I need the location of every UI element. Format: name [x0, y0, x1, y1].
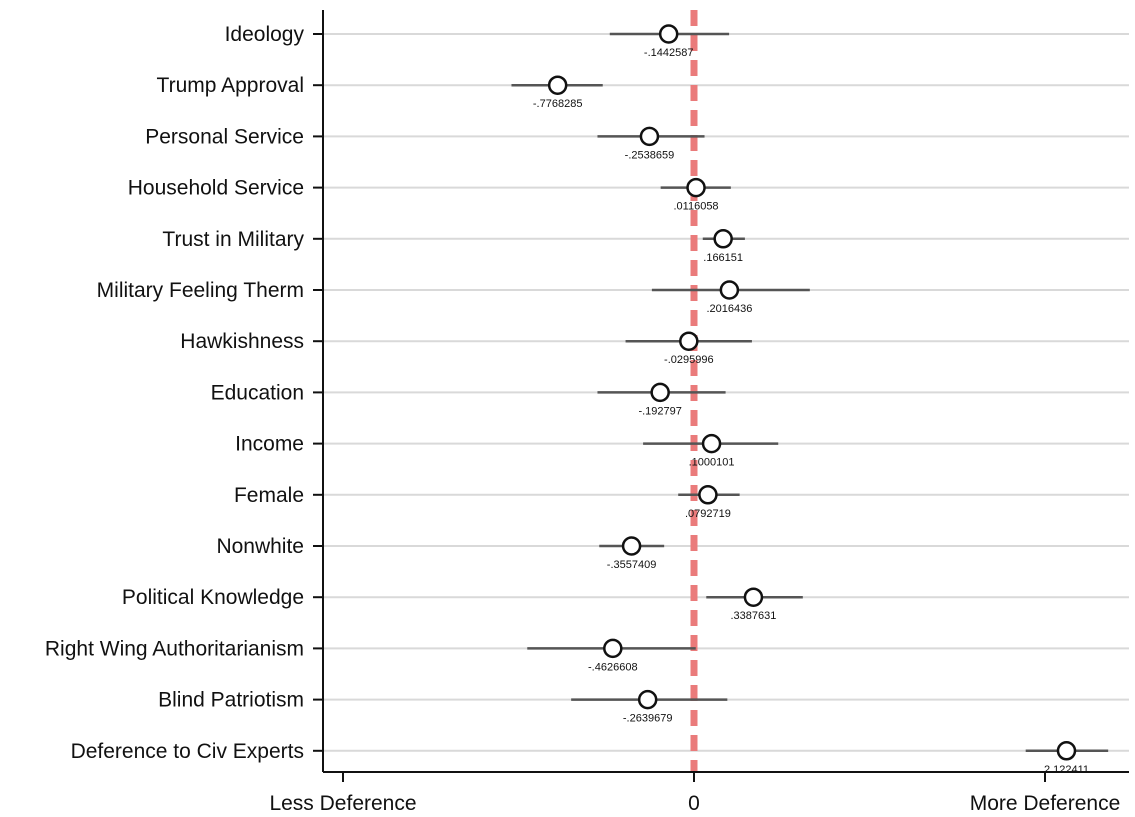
x-tick-label: Less Deference: [269, 792, 416, 815]
category-label: Right Wing Authoritarianism: [45, 637, 304, 660]
estimate-label: .0792719: [685, 508, 731, 520]
estimate-label: -.0295996: [664, 354, 714, 366]
estimate-label: .2016436: [706, 303, 752, 315]
category-label: Military Feeling Therm: [97, 279, 304, 302]
estimate-marker: [547, 75, 568, 95]
category-label: Income: [235, 433, 304, 456]
estimate-marker: [621, 536, 642, 556]
category-label: Blind Patriotism: [158, 689, 304, 712]
estimate-marker: [1056, 741, 1077, 761]
estimate-marker: [713, 229, 733, 249]
estimate-marker: [637, 689, 658, 710]
y-axis-labels: Ideology Trump Approval Personal Service Ho…: [45, 23, 305, 763]
category-label: Trump Approval: [157, 74, 304, 97]
estimate-marker: [650, 382, 670, 403]
category-label: Trust in Military: [162, 228, 304, 251]
category-label: Education: [211, 381, 304, 404]
estimate-marker: [639, 126, 660, 147]
estimate-marker: [658, 24, 679, 44]
estimate-label: -.1442587: [644, 47, 694, 59]
x-axis-ticks: Less Deference 0 More Deference: [269, 772, 1120, 815]
estimate-marker: [698, 485, 718, 505]
estimate-labels: -.1442587 -.7768285 -.2538659 .0116058 .1661…: [533, 47, 1089, 776]
x-tick-label: More Deference: [970, 792, 1121, 815]
estimate-marker: [603, 638, 623, 659]
estimate-label: .166151: [703, 252, 743, 264]
estimate-marker: [719, 280, 740, 300]
estimate-marker: [686, 177, 706, 198]
estimate-label: -.7768285: [533, 98, 583, 110]
point-estimates: [547, 24, 1077, 761]
category-label: Nonwhite: [216, 535, 304, 558]
estimate-label: .0116058: [673, 201, 718, 213]
category-label: Personal Service: [145, 125, 304, 148]
estimate-marker: [743, 587, 764, 607]
axes: [313, 10, 1129, 773]
category-label: Ideology: [225, 23, 305, 46]
estimate-label: -.192797: [638, 405, 681, 417]
estimate-label: -.2538659: [625, 149, 675, 161]
category-label: Political Knowledge: [122, 586, 304, 609]
estimate-label: -.2639679: [623, 713, 673, 725]
estimate-label: .1000101: [689, 457, 735, 469]
estimate-label: -.3557409: [607, 559, 657, 571]
category-label: Female: [234, 484, 304, 507]
estimate-marker: [701, 433, 722, 454]
estimate-marker: [679, 331, 699, 351]
category-label: Household Service: [128, 177, 304, 200]
estimate-label: -.4626608: [588, 661, 638, 673]
x-tick-label: 0: [688, 792, 700, 815]
estimate-label: .3387631: [731, 610, 777, 622]
category-label: Deference to Civ Experts: [71, 740, 304, 763]
estimate-label: 2.122411: [1044, 764, 1089, 776]
category-label: Hawkishness: [180, 330, 304, 353]
